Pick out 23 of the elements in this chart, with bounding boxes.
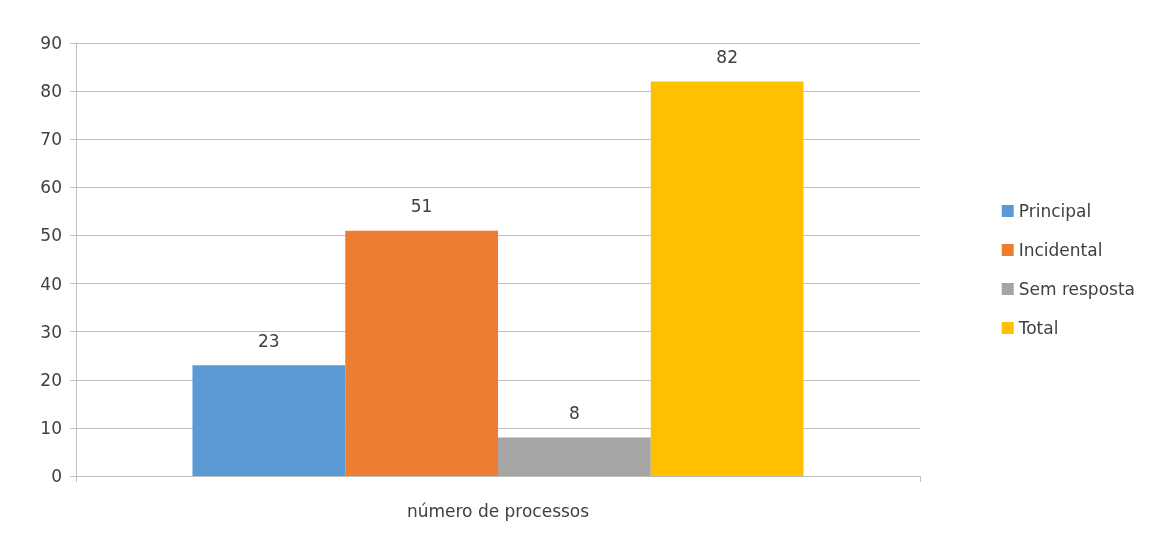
y-tick-label: 70 xyxy=(40,129,62,150)
y-tick-label: 10 xyxy=(40,417,62,438)
y-tick-label: 90 xyxy=(40,33,62,53)
y-tick-label: 80 xyxy=(40,81,62,102)
data-label: 82 xyxy=(716,46,738,67)
y-tick-label: 30 xyxy=(40,321,62,342)
y-tick-label: 20 xyxy=(40,369,62,390)
x-tick-label: número de processos xyxy=(406,500,590,521)
legend-label: Principal xyxy=(1018,201,1092,221)
bar xyxy=(345,230,498,476)
y-tick-label: 0 xyxy=(51,466,62,486)
data-label: 23 xyxy=(258,330,280,351)
legend-label: Incidental xyxy=(1018,240,1103,260)
legend-label: Sem resposta xyxy=(1018,279,1135,299)
y-tick-label: 40 xyxy=(40,273,62,294)
bar xyxy=(498,437,651,476)
bar xyxy=(192,365,346,476)
data-label: 51 xyxy=(410,196,433,217)
bar xyxy=(650,81,804,476)
data-label: 8 xyxy=(568,403,580,424)
y-tick-label: 50 xyxy=(40,225,62,246)
y-tick-label: 60 xyxy=(40,177,62,198)
legend-label: Total xyxy=(1017,318,1059,338)
